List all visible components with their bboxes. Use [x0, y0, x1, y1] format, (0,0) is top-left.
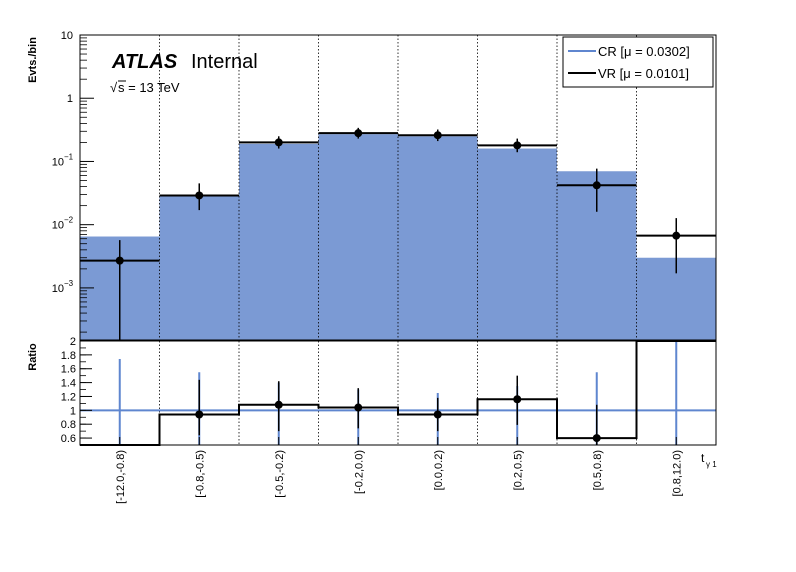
y-tick-exponent: −1: [64, 152, 74, 161]
y-tick-exponent: −2: [64, 216, 74, 225]
vr-point: [433, 131, 442, 140]
ratio-frame: [79, 340, 717, 446]
upper-frame: [79, 34, 717, 341]
ratio-tick-label: 1.8: [61, 350, 76, 362]
cr-bar: [159, 196, 239, 340]
ratio-tick-label: 0.8: [61, 419, 76, 431]
x-tick-label: [-0.5,-0.2): [274, 450, 286, 498]
cr-bar: [477, 148, 557, 340]
cr-filled-histogram: [80, 134, 716, 340]
x-tick-label: [0.2,0.5): [512, 450, 524, 490]
y-tick-label: 10: [52, 283, 64, 295]
sqrt-symbol: √: [110, 80, 118, 95]
x-axis-label: t: [701, 451, 705, 465]
x-tick-label: [-0.2,0.0): [353, 450, 365, 494]
ratio-tick-label: 1.2: [61, 391, 76, 403]
cr-bar: [318, 134, 398, 340]
x-tick-label: [0.8,12.0): [671, 450, 683, 496]
energy-label: s = 13 TeV: [118, 80, 180, 95]
vr-point: [672, 231, 681, 240]
cr-bar: [239, 143, 319, 340]
vr-point: [274, 138, 283, 147]
x-tick-label: [0.5,0.8): [592, 450, 604, 490]
atlas-status-label: Internal: [191, 51, 258, 73]
vr-point: [592, 181, 601, 190]
ratio-point: [274, 400, 283, 409]
y-tick-label: 10: [52, 156, 64, 168]
y-axis-label-top: Evts./bin: [27, 37, 39, 83]
legend-vr-label: VR [μ = 0.0101]: [598, 66, 689, 81]
ratio-tick-label: 1.4: [61, 378, 76, 390]
atlas-label: ATLAS: [111, 51, 178, 73]
y-axis-ticks-bottom: 0.6 0.8 1 1.21.4 1.6 1.8 2: [61, 336, 92, 446]
legend-box: [562, 36, 714, 88]
x-tick-label: [-0.8,-0.5): [194, 450, 206, 498]
cr-bar: [398, 136, 478, 340]
x-tick-label: [-12.0,-0.8): [115, 450, 127, 504]
ratio-point: [513, 395, 522, 404]
ratio-pad: 0.6 0.8 1 1.21.4 1.6 1.8 2 [-12.0,-0.8) [-0.8,-…: [27, 336, 717, 504]
ratio-point: [354, 403, 363, 412]
y-tick-exponent: −3: [64, 279, 74, 288]
y-axis-label-bottom: Ratio: [27, 343, 39, 371]
x-tick-label: [0.0,0.2): [433, 450, 445, 490]
vr-point: [115, 256, 124, 265]
ratio-point: [195, 410, 204, 419]
vr-point: [513, 141, 522, 150]
ratio-tick-label: 2: [70, 336, 76, 348]
ratio-tick-label: 0.6: [61, 433, 76, 445]
ratio-point: [433, 410, 442, 419]
ratio-tick-label: 1: [70, 405, 76, 417]
ratio-tick-label: 1.6: [61, 364, 76, 376]
y-tick-label: 10: [61, 30, 73, 42]
legend: CR [μ = 0.0302] VR [μ = 0.0101]: [562, 36, 714, 88]
x-axis-ticks: [-12.0,-0.8) [-0.8,-0.5) [-0.5,-0.2) [-0.2,…: [115, 437, 683, 504]
vertical-gridlines-bottom: [159, 341, 637, 445]
legend-cr-label: CR [μ = 0.0302]: [598, 44, 690, 59]
y-tick-label: 1: [67, 93, 73, 105]
x-axis-label-subscript: γ 1: [706, 460, 717, 469]
vr-point: [195, 191, 204, 200]
vr-data-points: [115, 127, 681, 340]
ratio-data-points: [195, 375, 601, 445]
vr-point: [354, 129, 363, 138]
y-tick-label: 10: [52, 220, 64, 232]
